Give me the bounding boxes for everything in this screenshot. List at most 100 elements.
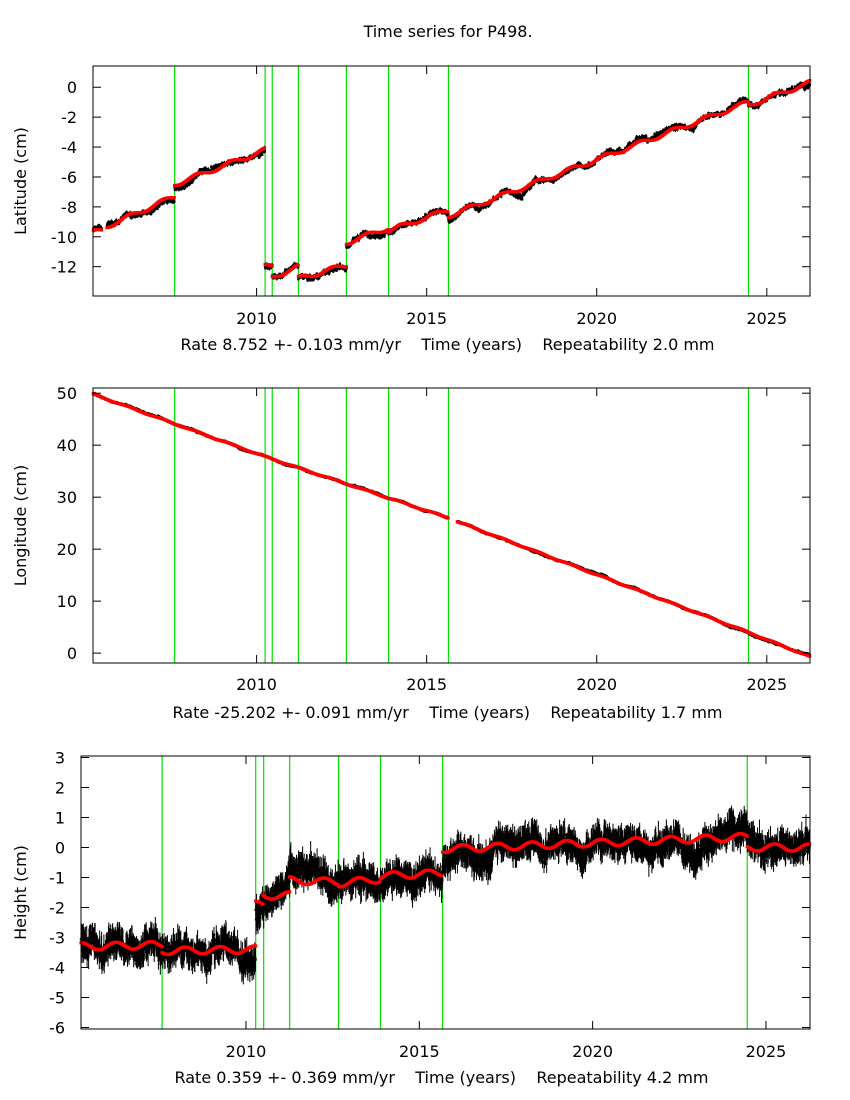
data-point	[212, 167, 216, 170]
data-point	[175, 187, 178, 191]
data-point	[122, 213, 126, 216]
x-label-axis: Time (years)	[401, 335, 522, 354]
data-point	[587, 166, 590, 170]
data-point	[98, 224, 101, 227]
data-point	[391, 232, 394, 235]
data-point	[107, 220, 111, 224]
data-point	[694, 124, 698, 127]
data-point	[518, 196, 522, 199]
x-tick-label: 2010	[236, 309, 277, 328]
model-point	[172, 196, 176, 200]
data-point	[806, 86, 810, 90]
data-point	[351, 237, 355, 240]
data-point	[636, 135, 639, 139]
data-point	[241, 160, 245, 164]
data-point	[278, 272, 281, 276]
model-point	[746, 100, 751, 104]
data-point	[237, 160, 240, 164]
data-point	[183, 186, 186, 189]
data-point	[345, 267, 348, 271]
data-point	[441, 212, 445, 215]
data-point	[807, 85, 810, 88]
data-point	[273, 273, 276, 276]
data-point	[731, 104, 734, 107]
y-tick-label: -12	[51, 258, 77, 277]
data-point	[644, 134, 648, 138]
data-point	[231, 163, 234, 166]
data-point	[325, 272, 329, 275]
data-point	[100, 227, 103, 230]
model-line	[91, 79, 812, 279]
data-points	[92, 81, 811, 283]
data-point	[153, 208, 156, 212]
data-point	[645, 137, 648, 140]
data-point	[692, 129, 695, 133]
data-point	[670, 125, 673, 128]
data-point	[499, 195, 503, 198]
data-point	[757, 105, 760, 109]
data-point	[653, 132, 656, 136]
data-point	[188, 182, 191, 186]
data-point	[397, 226, 400, 230]
data-point	[155, 205, 159, 208]
data-point	[662, 128, 665, 131]
data-point	[678, 122, 682, 126]
y-tick-label: -6	[61, 168, 77, 187]
y-axis-label: Latitude (cm)	[11, 127, 30, 235]
data-point	[195, 176, 198, 179]
data-point	[519, 197, 522, 201]
data-point	[804, 84, 807, 87]
data-point	[484, 206, 488, 209]
data-point	[780, 93, 783, 96]
data-point	[537, 181, 540, 184]
data-point	[528, 187, 531, 191]
data-point	[191, 179, 195, 182]
data-point	[516, 196, 520, 199]
data-point	[447, 212, 450, 215]
data-point	[377, 234, 381, 237]
data-point	[210, 165, 213, 169]
data-point	[149, 212, 153, 216]
data-point	[191, 181, 194, 184]
x-label-repeat: Repeatability 2.0 mm	[522, 335, 715, 354]
data-point	[480, 206, 483, 210]
data-point	[515, 194, 519, 197]
data-point	[260, 153, 264, 156]
data-point	[569, 168, 573, 171]
x-tick-label: 2020	[576, 309, 617, 328]
data-point	[296, 266, 300, 269]
y-tick-label: 0	[67, 78, 77, 97]
model-point	[386, 227, 390, 232]
data-point	[332, 270, 335, 273]
plot-1: 2010 2015 2020 2025 0 -2 -4 -6 -8 -10 -12 Latitude …	[11, 65, 812, 354]
data-point	[452, 219, 455, 222]
data-point	[140, 214, 143, 217]
data-point	[166, 201, 169, 204]
plot-frame	[92, 65, 811, 297]
model-point	[262, 146, 267, 150]
data-point	[400, 225, 403, 228]
data-point	[154, 207, 157, 210]
data-point	[772, 95, 776, 99]
data-point	[392, 231, 396, 235]
data-point	[366, 235, 369, 238]
data-point	[655, 135, 658, 138]
data-point	[508, 188, 512, 192]
data-point	[534, 175, 537, 179]
data-point	[315, 272, 318, 275]
model-point	[270, 264, 274, 268]
model-point	[296, 263, 300, 267]
data-point	[327, 272, 331, 275]
data-point	[449, 220, 452, 223]
data-point	[173, 200, 176, 203]
data-point	[454, 217, 458, 220]
data-point	[499, 190, 502, 194]
data-point	[585, 166, 588, 170]
data-point	[125, 211, 128, 214]
data-point	[226, 163, 229, 167]
data-point	[214, 163, 218, 166]
data-point	[500, 189, 504, 192]
x-axis-label: Rate 8.752 +- 0.103 mm/yr Time (years) R…	[180, 335, 714, 354]
